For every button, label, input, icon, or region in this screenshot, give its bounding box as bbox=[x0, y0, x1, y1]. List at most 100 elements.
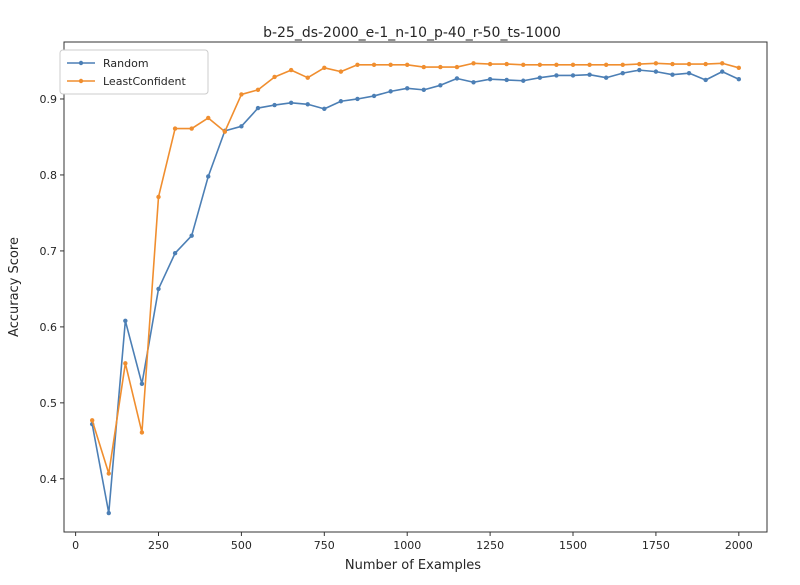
data-point-random bbox=[189, 233, 194, 238]
data-point-random bbox=[156, 286, 161, 292]
data-point-random bbox=[670, 72, 675, 77]
data-point-leastconfident bbox=[587, 62, 592, 67]
data-point-random bbox=[272, 102, 277, 108]
y-tick-label: 0.5 bbox=[40, 397, 58, 410]
data-point-random bbox=[172, 250, 178, 256]
data-point-leastconfident bbox=[421, 64, 426, 70]
data-point-random bbox=[139, 381, 145, 387]
data-point-random bbox=[255, 105, 261, 111]
data-point-leastconfident bbox=[156, 194, 161, 200]
data-point-random bbox=[554, 73, 559, 78]
data-point-random bbox=[206, 174, 211, 179]
y-tick-label: 0.8 bbox=[40, 169, 58, 182]
y-tick-label: 0.7 bbox=[40, 245, 58, 258]
data-point-random bbox=[123, 318, 128, 324]
data-point-leastconfident bbox=[653, 61, 659, 66]
data-point-leastconfident bbox=[454, 64, 460, 70]
data-point-leastconfident bbox=[736, 65, 742, 71]
data-point-random bbox=[288, 100, 294, 105]
x-tick-label: 2000 bbox=[725, 539, 753, 552]
data-point-random bbox=[305, 102, 310, 107]
data-point-leastconfident bbox=[620, 62, 625, 67]
data-point-random bbox=[487, 77, 493, 82]
legend-marker-random bbox=[78, 60, 84, 66]
x-tick-label: 250 bbox=[148, 539, 169, 552]
data-point-leastconfident bbox=[172, 126, 178, 131]
y-axis-label: Accuracy Score bbox=[7, 237, 22, 337]
x-axis: 0 250 500 750 1000 1250 1500 1750 2000 bbox=[72, 532, 753, 552]
data-point-random bbox=[106, 510, 111, 516]
legend-marker-leastconfident bbox=[78, 78, 84, 84]
data-point-leastconfident bbox=[272, 74, 277, 80]
data-point-leastconfident bbox=[89, 418, 95, 423]
data-point-random bbox=[537, 75, 543, 80]
data-point-leastconfident bbox=[355, 62, 360, 67]
data-point-random bbox=[239, 124, 244, 129]
series-line-leastconfident bbox=[91, 62, 740, 475]
data-point-random bbox=[371, 93, 377, 99]
data-point-random bbox=[570, 73, 576, 78]
data-point-leastconfident bbox=[123, 361, 128, 366]
data-point-leastconfident bbox=[189, 126, 194, 131]
data-point-leastconfident bbox=[388, 62, 393, 67]
data-point-leastconfident bbox=[471, 61, 476, 66]
data-point-leastconfident bbox=[405, 62, 410, 67]
data-point-leastconfident bbox=[371, 62, 377, 67]
x-tick-label: 750 bbox=[314, 539, 335, 552]
data-point-leastconfident bbox=[106, 471, 111, 476]
data-point-random bbox=[521, 78, 526, 83]
legend-label-leastconfident: LeastConfident bbox=[103, 75, 187, 88]
data-point-leastconfident bbox=[438, 64, 443, 70]
data-point-leastconfident bbox=[255, 87, 261, 93]
plot-area bbox=[89, 61, 742, 516]
x-tick-label: 500 bbox=[231, 539, 252, 552]
x-tick-label: 1250 bbox=[476, 539, 504, 552]
x-tick-label: 1000 bbox=[393, 539, 421, 552]
data-point-random bbox=[620, 70, 625, 76]
data-point-leastconfident bbox=[554, 62, 559, 67]
data-point-random bbox=[653, 69, 659, 74]
data-point-leastconfident bbox=[239, 92, 244, 97]
data-point-leastconfident bbox=[720, 61, 725, 66]
data-point-random bbox=[686, 70, 692, 76]
data-point-random bbox=[720, 69, 725, 74]
data-point-leastconfident bbox=[338, 69, 344, 74]
data-point-leastconfident bbox=[537, 62, 543, 67]
x-axis-label: Number of Examples bbox=[345, 558, 481, 573]
data-point-leastconfident bbox=[305, 75, 310, 80]
data-point-leastconfident bbox=[504, 61, 509, 67]
data-point-random bbox=[637, 67, 642, 73]
legend: Random LeastConfident bbox=[59, 49, 209, 95]
data-point-leastconfident bbox=[521, 62, 526, 67]
y-tick-label: 0.4 bbox=[40, 473, 58, 486]
chart-title: b-25_ds-2000_e-1_n-10_p-40_r-50_ts-1000 bbox=[263, 25, 561, 41]
data-point-leastconfident bbox=[637, 61, 642, 67]
data-point-random bbox=[703, 77, 708, 83]
data-point-leastconfident bbox=[670, 61, 675, 67]
data-point-leastconfident bbox=[703, 61, 708, 67]
plot-frame bbox=[63, 41, 768, 533]
data-point-leastconfident bbox=[288, 67, 294, 73]
data-point-random bbox=[388, 89, 393, 94]
data-point-random bbox=[454, 76, 460, 81]
data-point-leastconfident bbox=[139, 430, 145, 435]
data-point-random bbox=[405, 86, 410, 91]
data-point-leastconfident bbox=[206, 115, 211, 121]
data-point-leastconfident bbox=[603, 62, 609, 67]
x-tick-label: 0 bbox=[72, 539, 79, 552]
data-point-random bbox=[504, 77, 509, 83]
data-point-random bbox=[421, 87, 426, 93]
series-line-random bbox=[91, 69, 740, 514]
data-point-leastconfident bbox=[686, 61, 692, 67]
y-tick-label: 0.6 bbox=[40, 321, 58, 334]
y-tick-label: 0.9 bbox=[40, 93, 58, 106]
legend-label-random: Random bbox=[103, 57, 149, 70]
x-tick-label: 1500 bbox=[559, 539, 587, 552]
data-point-random bbox=[438, 83, 443, 88]
legend-box bbox=[59, 49, 209, 95]
x-tick-label: 1750 bbox=[642, 539, 670, 552]
data-point-leastconfident bbox=[222, 129, 228, 134]
data-point-leastconfident bbox=[487, 61, 493, 67]
data-point-random bbox=[603, 75, 609, 80]
